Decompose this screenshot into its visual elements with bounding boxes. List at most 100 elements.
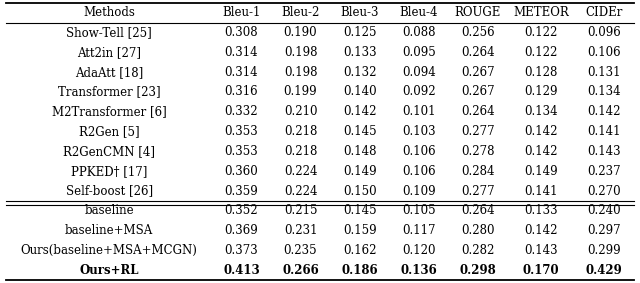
Text: 0.125: 0.125: [343, 26, 376, 39]
Text: 0.218: 0.218: [284, 125, 317, 138]
Text: 0.142: 0.142: [343, 105, 376, 118]
Text: 0.237: 0.237: [588, 165, 621, 178]
Text: 0.264: 0.264: [461, 46, 495, 59]
Text: 0.092: 0.092: [402, 85, 436, 98]
Text: 0.314: 0.314: [225, 46, 258, 59]
Text: 0.359: 0.359: [225, 185, 259, 198]
Text: 0.198: 0.198: [284, 66, 317, 79]
Text: 0.297: 0.297: [588, 224, 621, 237]
Text: 0.282: 0.282: [461, 244, 495, 257]
Text: 0.122: 0.122: [524, 26, 557, 39]
Text: 0.218: 0.218: [284, 145, 317, 158]
Text: 0.270: 0.270: [588, 185, 621, 198]
Text: 0.369: 0.369: [225, 224, 259, 237]
Text: baseline: baseline: [84, 204, 134, 217]
Text: Bleu-1: Bleu-1: [222, 6, 260, 19]
Text: 0.120: 0.120: [402, 244, 435, 257]
Text: M2Transformer [6]: M2Transformer [6]: [52, 105, 166, 118]
Text: 0.106: 0.106: [402, 165, 436, 178]
Text: 0.136: 0.136: [401, 264, 437, 277]
Text: 0.332: 0.332: [225, 105, 258, 118]
Text: 0.162: 0.162: [343, 244, 376, 257]
Text: 0.143: 0.143: [588, 145, 621, 158]
Text: 0.373: 0.373: [225, 244, 259, 257]
Text: 0.131: 0.131: [588, 66, 621, 79]
Text: 0.122: 0.122: [524, 46, 557, 59]
Text: 0.134: 0.134: [588, 85, 621, 98]
Text: R2GenCMN [4]: R2GenCMN [4]: [63, 145, 155, 158]
Text: 0.224: 0.224: [284, 165, 317, 178]
Text: 0.142: 0.142: [524, 224, 557, 237]
Text: 0.277: 0.277: [461, 185, 495, 198]
Text: 0.278: 0.278: [461, 145, 495, 158]
Text: 0.186: 0.186: [341, 264, 378, 277]
Text: R2Gen [5]: R2Gen [5]: [79, 125, 140, 138]
Text: 0.277: 0.277: [461, 125, 495, 138]
Text: 0.109: 0.109: [402, 185, 436, 198]
Text: 0.298: 0.298: [460, 264, 496, 277]
Text: 0.280: 0.280: [461, 224, 495, 237]
Text: 0.133: 0.133: [524, 204, 558, 217]
Text: 0.101: 0.101: [402, 105, 435, 118]
Text: 0.128: 0.128: [524, 66, 557, 79]
Text: 0.142: 0.142: [588, 105, 621, 118]
Text: Methods: Methods: [83, 6, 135, 19]
Text: 0.215: 0.215: [284, 204, 317, 217]
Text: CIDEr: CIDEr: [586, 6, 623, 19]
Text: 0.256: 0.256: [461, 26, 495, 39]
Text: 0.352: 0.352: [225, 204, 258, 217]
Text: 0.264: 0.264: [461, 105, 495, 118]
Text: 0.132: 0.132: [343, 66, 376, 79]
Text: 0.134: 0.134: [524, 105, 558, 118]
Text: AdaAtt [18]: AdaAtt [18]: [75, 66, 143, 79]
Text: 0.231: 0.231: [284, 224, 317, 237]
Text: 0.308: 0.308: [225, 26, 258, 39]
Text: 0.103: 0.103: [402, 125, 436, 138]
Text: Att2in [27]: Att2in [27]: [77, 46, 141, 59]
Text: 0.145: 0.145: [343, 204, 376, 217]
Text: 0.266: 0.266: [282, 264, 319, 277]
Text: 0.145: 0.145: [343, 125, 376, 138]
Text: 0.198: 0.198: [284, 46, 317, 59]
Text: 0.141: 0.141: [524, 185, 557, 198]
Text: 0.190: 0.190: [284, 26, 317, 39]
Text: 0.148: 0.148: [343, 145, 376, 158]
Text: 0.210: 0.210: [284, 105, 317, 118]
Text: 0.235: 0.235: [284, 244, 317, 257]
Text: 0.140: 0.140: [343, 85, 376, 98]
Text: 0.106: 0.106: [588, 46, 621, 59]
Text: 0.095: 0.095: [402, 46, 436, 59]
Text: 0.094: 0.094: [402, 66, 436, 79]
Text: Transformer [23]: Transformer [23]: [58, 85, 161, 98]
Text: PPKED† [17]: PPKED† [17]: [71, 165, 147, 178]
Text: 0.129: 0.129: [524, 85, 557, 98]
Text: 0.240: 0.240: [588, 204, 621, 217]
Text: 0.149: 0.149: [524, 165, 558, 178]
Text: 0.284: 0.284: [461, 165, 495, 178]
Text: Bleu-3: Bleu-3: [340, 6, 379, 19]
Text: Ours(baseline+MSA+MCGN): Ours(baseline+MSA+MCGN): [20, 244, 198, 257]
Text: 0.150: 0.150: [343, 185, 376, 198]
Text: 0.106: 0.106: [402, 145, 436, 158]
Text: 0.149: 0.149: [343, 165, 376, 178]
Text: 0.088: 0.088: [402, 26, 435, 39]
Text: Ours+RL: Ours+RL: [79, 264, 139, 277]
Text: 0.170: 0.170: [523, 264, 559, 277]
Text: 0.429: 0.429: [586, 264, 623, 277]
Text: METEOR: METEOR: [513, 6, 569, 19]
Text: 0.413: 0.413: [223, 264, 260, 277]
Text: 0.133: 0.133: [343, 46, 376, 59]
Text: 0.353: 0.353: [225, 145, 259, 158]
Text: 0.267: 0.267: [461, 85, 495, 98]
Text: baseline+MSA: baseline+MSA: [65, 224, 153, 237]
Text: Bleu-4: Bleu-4: [399, 6, 438, 19]
Text: 0.360: 0.360: [225, 165, 259, 178]
Text: 0.299: 0.299: [588, 244, 621, 257]
Text: ROUGE: ROUGE: [454, 6, 501, 19]
Text: Show-Tell [25]: Show-Tell [25]: [67, 26, 152, 39]
Text: 0.353: 0.353: [225, 125, 259, 138]
Text: 0.096: 0.096: [587, 26, 621, 39]
Text: 0.267: 0.267: [461, 66, 495, 79]
Text: 0.142: 0.142: [524, 145, 557, 158]
Text: 0.224: 0.224: [284, 185, 317, 198]
